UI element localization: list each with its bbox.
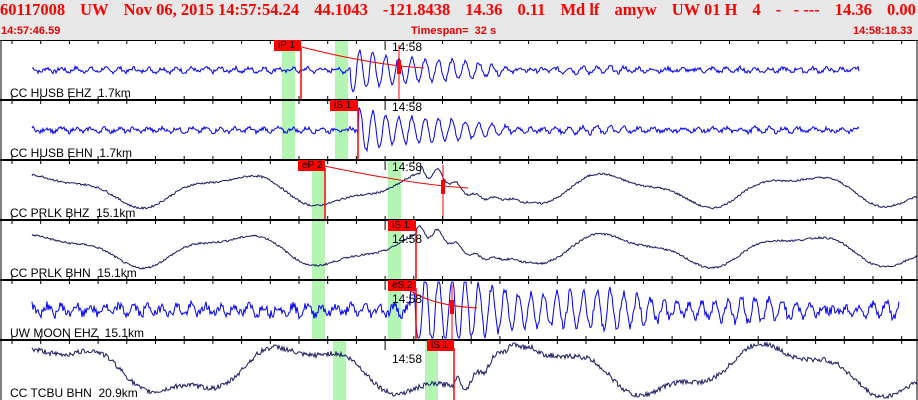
coda-decay-curve [285, 42, 425, 69]
phase-count: 4 [752, 0, 761, 19]
event-header: 60117008 UW Nov 06, 2015 14:57:54.24 44.… [0, 0, 918, 40]
coda-marker-box [450, 300, 454, 314]
event-network: UW [80, 0, 109, 19]
depth: 14.36 [465, 0, 503, 19]
pick-window [388, 280, 401, 340]
coda-decay-curve [309, 162, 469, 189]
pick-window [388, 220, 401, 280]
error: 0.00 [886, 0, 916, 19]
event-id: 60117008 [0, 0, 66, 19]
channel-label: CC TCBU BHN 20.9km [10, 386, 138, 400]
channel-label: CC PRLK BHN 15.1km [10, 266, 137, 280]
pick-label[interactable]: iS 1 [330, 100, 358, 111]
coda-marker-box [441, 180, 445, 194]
channel-label: CC HUSB EHZ 1.7km [10, 86, 131, 100]
event-summary-line: 60117008 UW Nov 06, 2015 14:57:54.24 44.… [0, 0, 916, 20]
magnitude-type: Md lf [560, 0, 600, 19]
pick-window [335, 40, 348, 100]
end-time: 14:58:18.33 [853, 25, 913, 37]
depth-2: 14.36 [834, 0, 872, 19]
channel-label: CC HUSB EHN 1.7km [10, 146, 133, 160]
pick-label[interactable]: iS 1 [427, 340, 454, 351]
waveform-panels[interactable]: 14:58 iP 1 CC HUSB EHZ 1.7km 14:58 iS 1 CC HU… [0, 40, 918, 400]
seismogram-trace [31, 281, 900, 339]
seismogram-trace [31, 49, 860, 93]
channel-label: CC PRLK BHZ 15.1km [10, 206, 136, 220]
minute-label: 14:58 [392, 160, 423, 174]
latitude: 44.1043 [314, 0, 368, 19]
pick-label[interactable]: eS 2 [388, 280, 416, 291]
coda-marker-box [397, 60, 401, 74]
waveform-canvas[interactable] [0, 40, 918, 400]
source: UW 01 H [671, 0, 738, 19]
seismogram-trace [31, 165, 918, 210]
longitude: -121.8438 [382, 0, 451, 19]
minute-label: 14:58 [392, 40, 423, 54]
pick-window [312, 160, 325, 220]
pick-label[interactable]: eP 2 [298, 160, 325, 171]
pick-window [388, 160, 401, 220]
pick-window [333, 340, 346, 400]
misc: - - --- [775, 0, 820, 19]
analyst: amyw [614, 0, 657, 19]
minute-label: 14:58 [392, 292, 423, 306]
pick-window [312, 220, 325, 280]
minute-label: 14:58 [392, 352, 423, 366]
pick-label[interactable]: iP 1 [274, 40, 301, 51]
seismogram-trace [31, 341, 918, 400]
minute-label: 14:58 [392, 232, 423, 246]
timespan: Timespan= 32 s [411, 25, 497, 37]
seismogram-trace [31, 107, 860, 153]
origin-time: Nov 06, 2015 14:57:54.24 [123, 0, 300, 19]
pick-label[interactable]: iS 1 [388, 220, 416, 231]
channel-label: UW MOON EHZ 15.1km [10, 326, 145, 340]
minute-label: 14:58 [392, 100, 423, 114]
seismogram-trace [31, 224, 918, 270]
start-time: 14:57:46.59 [1, 25, 61, 37]
rms: 0.11 [517, 0, 546, 19]
